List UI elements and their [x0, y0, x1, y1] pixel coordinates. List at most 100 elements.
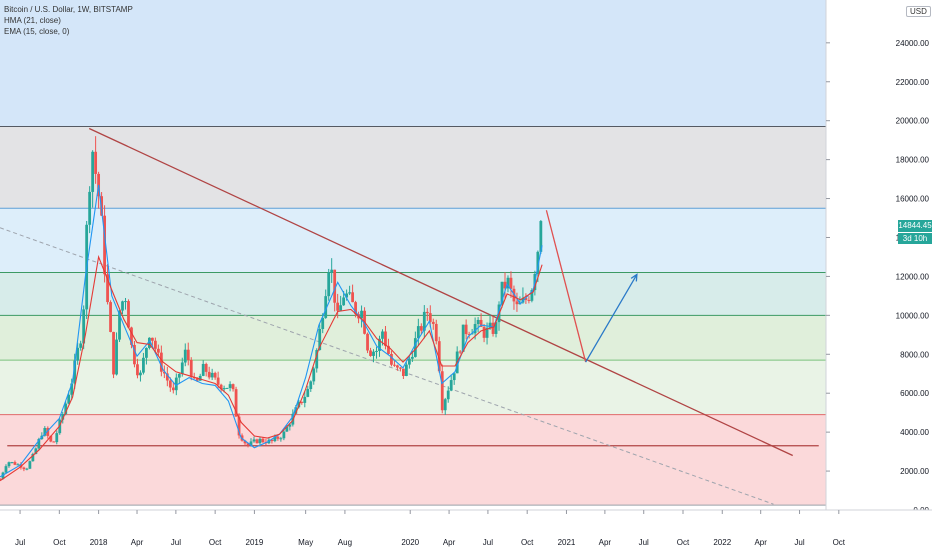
candle-body [404, 364, 408, 376]
candle-body [321, 317, 325, 329]
candle-body [443, 399, 447, 411]
candle-body [76, 347, 80, 361]
x-tick-label: Apr [754, 538, 767, 547]
candle-body [354, 302, 357, 315]
candle-body [315, 349, 319, 369]
candle-body [103, 215, 106, 275]
candle-body [449, 380, 453, 391]
x-tick-label: Jul [483, 538, 493, 547]
candle-body [112, 331, 115, 375]
y-tick-label: 22000.00 [896, 78, 930, 87]
candle-body [279, 438, 283, 440]
time-axis-background [0, 510, 932, 550]
currency-badge[interactable]: USD [906, 6, 931, 17]
hma-legend-label[interactable]: HMA (21, close) [4, 16, 61, 25]
candle-body [64, 403, 68, 415]
candle-body [378, 338, 381, 351]
candle-body [249, 441, 253, 446]
candle-body [91, 151, 95, 192]
candle-body [43, 428, 47, 436]
candle-body [384, 331, 387, 346]
candle-body [210, 372, 214, 378]
candle-body [145, 347, 148, 358]
candle-body [150, 337, 154, 341]
symbol-title[interactable]: Bitcoin / U.S. Dollar, 1W, BITSTAMP [4, 5, 133, 14]
zone-band [0, 208, 826, 273]
candle-body [133, 344, 136, 365]
candle-body [306, 389, 310, 397]
candle-body [204, 363, 208, 372]
candle-body [431, 321, 435, 324]
candle-body [237, 416, 241, 436]
candle-body [189, 359, 193, 378]
candle-body [461, 324, 465, 352]
trendline [88, 127, 793, 457]
candle-body [336, 302, 340, 311]
candle-body [524, 297, 528, 300]
zone-band [0, 360, 826, 415]
candle-body [142, 357, 145, 373]
candle-body [165, 373, 169, 381]
x-tick-label: May [298, 538, 313, 547]
candle-body [55, 433, 59, 443]
candle-body [348, 292, 352, 294]
x-tick-label: 2018 [90, 538, 108, 547]
candle-body [473, 324, 477, 334]
time-axis: Jul Oct 2018 Apr Jul Oct 2019 May Aug 2020 Apr Jul O… [0, 509, 932, 550]
candle-body [437, 341, 441, 372]
y-tick-label: 12000.00 [896, 272, 930, 281]
x-tick-label: Oct [677, 538, 690, 547]
candle-body [285, 426, 289, 432]
candle-body [46, 428, 50, 436]
candle-body [252, 439, 256, 442]
candle-body [124, 301, 127, 303]
y-tick-label: 18000.00 [896, 156, 930, 165]
candle-body [4, 466, 8, 473]
candle-body [345, 293, 349, 298]
candle-body [195, 378, 199, 381]
candle-body [22, 467, 26, 470]
ema-legend-label[interactable]: EMA (15, close, 0) [4, 27, 70, 36]
candle-body [413, 338, 417, 357]
candle-body [246, 443, 250, 446]
annotations-layer [0, 127, 819, 505]
candle-body [183, 349, 187, 363]
candle-body [488, 322, 492, 328]
candle-body [261, 438, 265, 443]
candle-body [136, 364, 139, 376]
x-tick-label: Jul [794, 538, 804, 547]
candle-body [276, 436, 280, 439]
candle-body [327, 272, 331, 297]
x-tick-label: Oct [209, 538, 222, 547]
candle-body [61, 414, 65, 420]
candle-body [509, 277, 513, 289]
zone-band [0, 126, 826, 209]
candle-body [82, 309, 86, 344]
candle-body [369, 350, 372, 356]
candle-body [13, 462, 17, 465]
candle-body [130, 327, 133, 345]
candle-body [37, 439, 41, 449]
candle-body [106, 274, 109, 303]
candle-body [10, 462, 14, 464]
legend: Bitcoin / U.S. Dollar, 1W, BITSTAMP HMA … [4, 4, 133, 37]
candle-body [342, 297, 346, 306]
candle-body [434, 323, 438, 342]
y-tick-label: 6000.00 [900, 389, 929, 398]
projection-down [545, 210, 587, 363]
candle-body [198, 375, 202, 381]
x-tick-label: Oct [521, 538, 534, 547]
candle-body [446, 390, 450, 400]
candle-body [222, 388, 226, 390]
candle-body [225, 387, 229, 389]
x-tick-label: Jul [171, 538, 181, 547]
candle-body [231, 384, 235, 390]
candle-body [88, 191, 92, 225]
candle-body [503, 281, 507, 289]
candle-body [70, 383, 74, 395]
candle-body [148, 337, 151, 348]
candle-body [401, 368, 405, 376]
x-tick-label: 2021 [558, 538, 576, 547]
candle-body [219, 384, 223, 390]
